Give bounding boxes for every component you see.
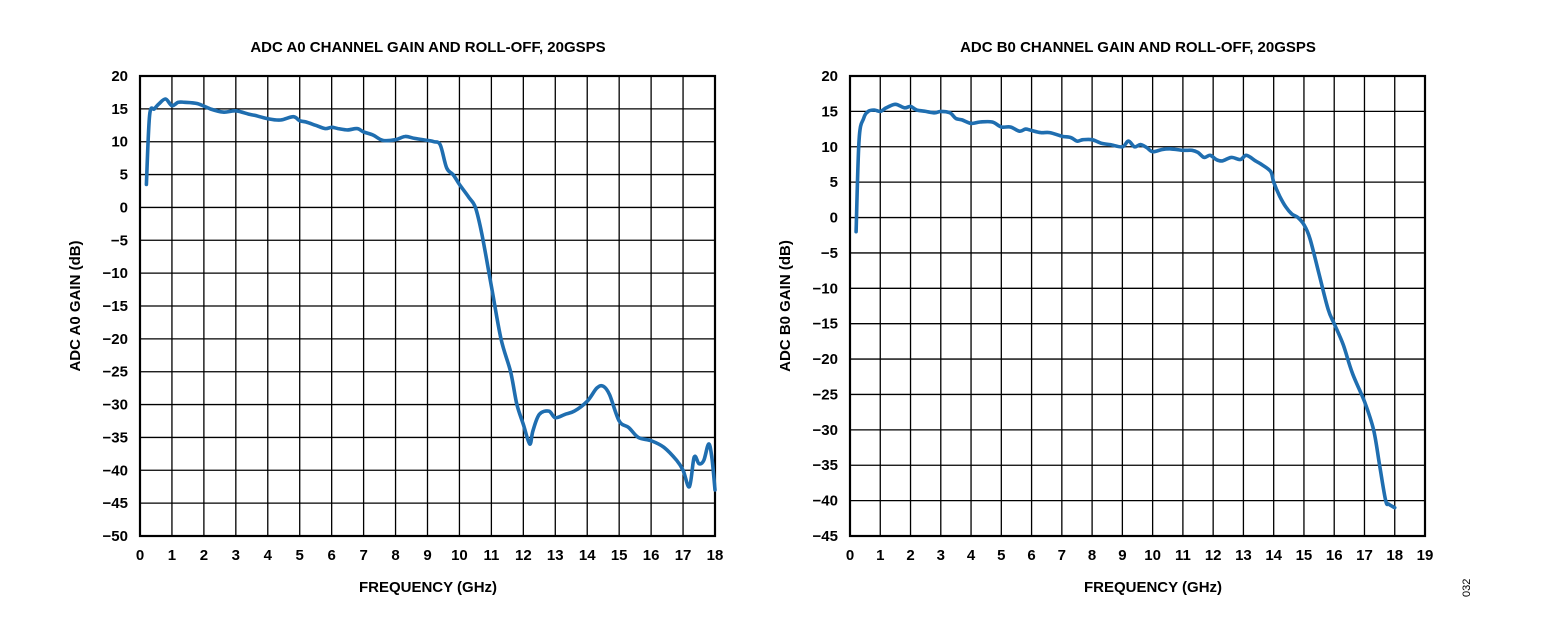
x-tick-label: 14 (579, 547, 596, 564)
y-tick-label: 5 (830, 174, 838, 191)
y-axis-label: ADC B0 GAIN (dB) (777, 240, 794, 372)
y-tick-label: −45 (103, 495, 128, 512)
y-tick-label: −30 (103, 397, 128, 414)
y-tick-label: −10 (103, 265, 128, 282)
x-tick-label: 12 (515, 547, 532, 564)
chart-title: ADC A0 CHANNEL GAIN AND ROLL-OFF, 20GSPS (250, 39, 605, 56)
x-tick-label: 13 (1235, 547, 1252, 564)
x-tick-label: 1 (168, 547, 176, 564)
x-tick-label: 15 (611, 547, 628, 564)
x-tick-label: 3 (937, 547, 945, 564)
x-tick-label: 7 (1058, 547, 1066, 564)
y-tick-label: −30 (813, 422, 838, 439)
x-tick-label: 16 (643, 547, 660, 564)
x-tick-label: 11 (483, 547, 499, 564)
chart-adc-b0: ADC B0 CHANNEL GAIN AND ROLL-OFF, 20GSPS… (777, 39, 1433, 596)
y-tick-label: 10 (111, 134, 128, 151)
y-tick-label: −5 (111, 232, 128, 249)
y-tick-label: −5 (821, 245, 838, 262)
x-tick-label: 6 (327, 547, 335, 564)
x-tick-label: 18 (1386, 547, 1403, 564)
x-tick-label: 0 (136, 547, 144, 564)
series-line (144, 97, 717, 492)
x-tick-label: 3 (232, 547, 240, 564)
y-tick-label: 20 (111, 68, 128, 85)
x-axis-label: FREQUENCY (GHz) (1084, 579, 1222, 596)
y-tick-label: −45 (813, 528, 838, 545)
y-tick-label: −40 (103, 462, 128, 479)
x-tick-label: 15 (1296, 547, 1313, 564)
x-tick-label: 10 (451, 547, 468, 564)
y-tick-label: −20 (813, 351, 838, 368)
x-tick-label: 5 (997, 547, 1005, 564)
y-tick-label: −15 (103, 298, 128, 315)
y-tick-label: −35 (813, 457, 838, 474)
y-tick-label: 15 (111, 101, 128, 118)
x-tick-label: 2 (906, 547, 914, 564)
x-tick-label: 14 (1265, 547, 1282, 564)
y-tick-label: −25 (103, 364, 128, 381)
x-tick-label: 11 (1175, 547, 1191, 564)
x-tick-label: 4 (967, 547, 976, 564)
x-tick-label: 17 (1356, 547, 1373, 564)
x-tick-label: 19 (1417, 547, 1434, 564)
x-tick-label: 4 (264, 547, 273, 564)
plot-frame (138, 74, 717, 538)
y-tick-label: −15 (813, 316, 838, 333)
chart-title: ADC B0 CHANNEL GAIN AND ROLL-OFF, 20GSPS (960, 39, 1316, 56)
y-tick-label: 0 (120, 199, 128, 216)
y-tick-label: −50 (103, 528, 128, 545)
y-tick-label: −25 (813, 386, 838, 403)
grid (850, 76, 1425, 536)
y-tick-label: −40 (813, 493, 838, 510)
x-tick-label: 7 (359, 547, 367, 564)
x-tick-label: 2 (200, 547, 208, 564)
y-tick-label: 20 (821, 68, 838, 85)
grid (140, 76, 715, 536)
y-tick-label: 0 (830, 210, 838, 227)
x-tick-label: 13 (547, 547, 564, 564)
x-axis-label: FREQUENCY (GHz) (359, 579, 497, 596)
y-axis-label: ADC A0 GAIN (dB) (67, 240, 84, 371)
figure-number: 032 (1461, 579, 1473, 597)
y-tick-label: 15 (821, 103, 838, 120)
x-tick-label: 5 (296, 547, 304, 564)
y-tick-label: −35 (103, 429, 128, 446)
y-tick-label: 10 (821, 139, 838, 156)
plot-frame (848, 74, 1427, 538)
y-tick-label: 5 (120, 167, 128, 184)
x-tick-label: 17 (675, 547, 692, 564)
x-tick-label: 9 (423, 547, 431, 564)
y-tick-label: −10 (813, 280, 838, 297)
x-tick-label: 18 (707, 547, 724, 564)
x-tick-label: 6 (1027, 547, 1035, 564)
series-line (854, 102, 1397, 510)
x-tick-label: 12 (1205, 547, 1222, 564)
x-tick-label: 9 (1118, 547, 1126, 564)
x-tick-label: 0 (846, 547, 854, 564)
x-tick-label: 16 (1326, 547, 1343, 564)
x-tick-label: 10 (1144, 547, 1161, 564)
chart-adc-a0: ADC A0 CHANNEL GAIN AND ROLL-OFF, 20GSPS… (67, 39, 723, 596)
x-tick-label: 8 (1088, 547, 1096, 564)
x-tick-label: 1 (876, 547, 884, 564)
x-tick-label: 8 (391, 547, 399, 564)
y-tick-label: −20 (103, 331, 128, 348)
